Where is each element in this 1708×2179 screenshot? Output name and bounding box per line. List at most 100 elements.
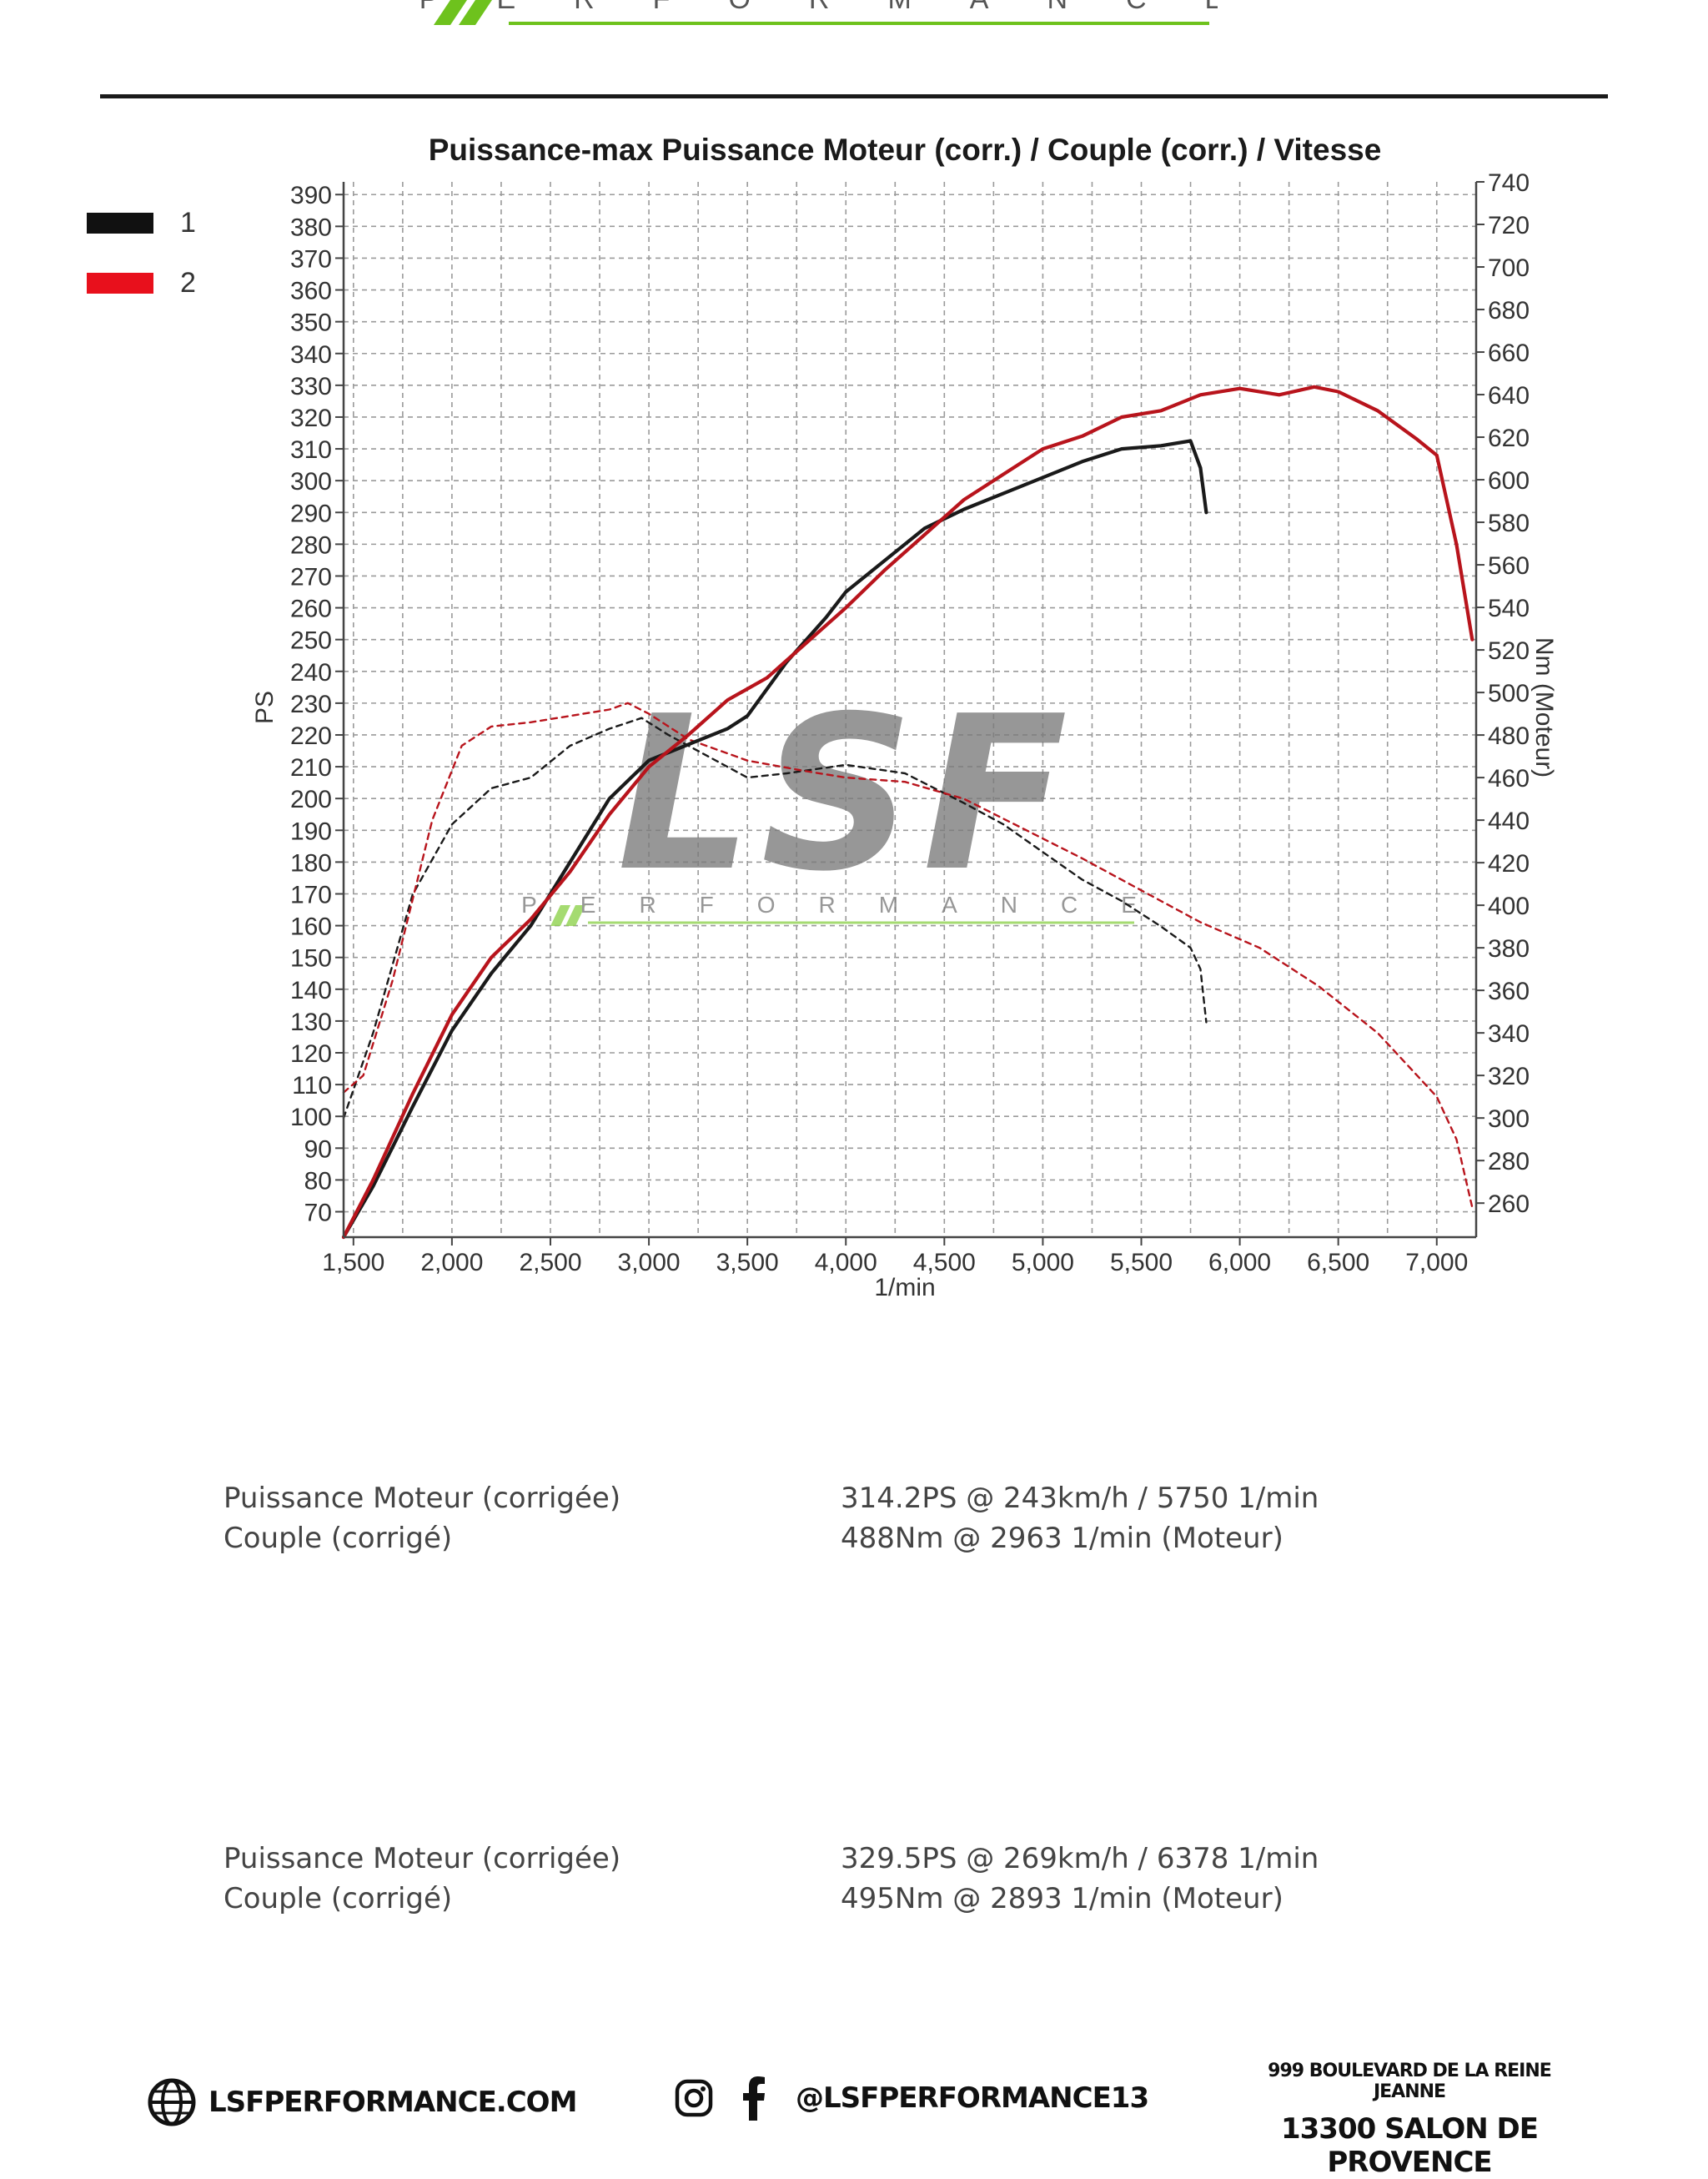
y-right-tick-label: 440	[1488, 808, 1530, 835]
chart-grid	[344, 182, 1476, 1237]
y-left-tick-label: 130	[290, 1009, 332, 1036]
y-left-tick-label: 370	[290, 245, 332, 273]
y-left-tick-label: 290	[290, 500, 332, 527]
y-right-tick-label: 380	[1488, 935, 1530, 963]
legend-swatch-1	[87, 213, 153, 234]
footer: LSFPERFORMANCE.COM @LSFPERFORMANCE13 999…	[0, 2061, 1708, 2179]
y-left-tick-label: 280	[290, 531, 332, 559]
result-1-power-value: 314.2PS @ 243km/h / 5750 1/min	[841, 1482, 1319, 1515]
y-right-tick-label: 660	[1488, 340, 1530, 367]
y-left-tick-label: 210	[290, 754, 332, 782]
x-tick-label: 6,000	[1208, 1249, 1271, 1276]
x-tick-label: 3,500	[716, 1249, 779, 1276]
x-tick-label: 5,500	[1110, 1249, 1173, 1276]
y-left-tick-label: 220	[290, 722, 332, 750]
result-1-torque-value: 488Nm @ 2963 1/min (Moteur)	[841, 1522, 1284, 1555]
result-2-power-row: Puissance Moteur (corrigée) 329.5PS @ 26…	[224, 1839, 1391, 1879]
legend-item-2: 2	[87, 267, 196, 299]
facebook-icon[interactable]	[737, 2076, 771, 2121]
dyno-chart: Puissance-max Puissance Moteur (corr.) /…	[251, 133, 1558, 1301]
footer-website[interactable]: LSFPERFORMANCE.COM	[147, 2077, 577, 2127]
y-right-tick-label: 520	[1488, 637, 1530, 665]
legend-label-2: 2	[180, 267, 196, 299]
y-left-tick-label: 160	[290, 913, 332, 941]
y-left-tick-label: 320	[290, 405, 332, 432]
y-left-tick-label: 70	[304, 1200, 332, 1227]
logo-top-tagline: PERFORMANCE	[419, 0, 1218, 15]
series-torque-1	[342, 717, 1208, 1120]
chart-title: Puissance-max Puissance Moteur (corr.) /…	[429, 133, 1382, 167]
y-left-tick-label: 150	[290, 945, 332, 973]
lsf-watermark: LSF PERFORMANCE	[521, 671, 1180, 926]
result-2-torque-value: 495Nm @ 2893 1/min (Moteur)	[841, 1882, 1284, 1915]
y-left-tick-label: 140	[290, 977, 332, 1004]
y-right-tick-label: 360	[1488, 978, 1530, 1005]
legend-swatch-2	[87, 273, 153, 294]
x-axis-label: 1/min	[874, 1274, 935, 1301]
y-left-tick-label: 100	[290, 1104, 332, 1131]
result-block-1: Puissance Moteur (corrigée) 314.2PS @ 24…	[224, 1478, 1391, 1558]
y-left-tick-label: 240	[290, 659, 332, 687]
y-right-tick-label: 680	[1488, 297, 1530, 325]
y-left-tick-label: 350	[290, 309, 332, 337]
logo-stripe-2	[459, 0, 492, 25]
y-left-tick-label: 170	[290, 881, 332, 908]
result-2-power-value: 329.5PS @ 269km/h / 6378 1/min	[841, 1842, 1319, 1875]
y-left-tick-label: 340	[290, 341, 332, 369]
y-right-tick-label: 560	[1488, 552, 1530, 580]
y-right-tick-label: 580	[1488, 510, 1530, 537]
y-right-tick-label: 300	[1488, 1105, 1530, 1133]
result-2-torque-row: Couple (corrigé) 495Nm @ 2893 1/min (Mot…	[224, 1879, 1391, 1919]
y-left-tick-label: 310	[290, 436, 332, 464]
y-left-tick-label: 390	[290, 182, 332, 209]
y-right-tick-label: 280	[1488, 1148, 1530, 1175]
footer-address: 999 BOULEVARD DE LA REINE JEANNE 13300 S…	[1234, 2061, 1585, 2179]
x-tick-label: 4,000	[815, 1249, 877, 1276]
y-right-tick-label: 500	[1488, 680, 1530, 707]
footer-website-text[interactable]: LSFPERFORMANCE.COM	[208, 2086, 577, 2119]
result-1-power-row: Puissance Moteur (corrigée) 314.2PS @ 24…	[224, 1478, 1391, 1518]
watermark-tagline: PERFORMANCE	[521, 892, 1180, 918]
result-block-2: Puissance Moteur (corrigée) 329.5PS @ 26…	[224, 1839, 1391, 1919]
footer-address-line2: 13300 SALON DE PROVENCE	[1280, 2112, 1539, 2179]
y-right-tick-label: 620	[1488, 425, 1530, 452]
result-2-torque-label: Couple (corrigé)	[224, 1882, 453, 1915]
y-right-tick-label: 740	[1488, 169, 1530, 197]
y-right-tick-label: 320	[1488, 1063, 1530, 1090]
y-left-tick-label: 330	[290, 373, 332, 400]
legend-item-1: 1	[87, 207, 196, 239]
y-right-tick-label: 400	[1488, 893, 1530, 920]
x-tick-label: 5,000	[1012, 1249, 1074, 1276]
globe-icon	[148, 2078, 196, 2126]
y-right-tick-label: 700	[1488, 254, 1530, 282]
chart-axes: 70 80 90 100 110 120 130 140 150 160 170 180 190 200 2…	[290, 169, 1530, 1276]
lsf-logo-top: PERFORMANCE	[419, 0, 1218, 25]
x-tick-label: 7,000	[1405, 1249, 1468, 1276]
y-right-tick-label: 600	[1488, 467, 1530, 495]
footer-social[interactable]: @LSFPERFORMANCE13	[674, 2076, 1149, 2121]
result-1-power-label: Puissance Moteur (corrigée)	[224, 1482, 621, 1515]
y-right-tick-label: 720	[1488, 212, 1530, 239]
logo-stripe-1	[434, 0, 467, 25]
y-left-tick-label: 190	[290, 818, 332, 845]
instagram-icon[interactable]	[674, 2078, 714, 2118]
x-tick-label: 2,000	[420, 1249, 483, 1276]
x-tick-label: 4,500	[913, 1249, 976, 1276]
y-left-tick-label: 360	[290, 278, 332, 305]
footer-social-handle[interactable]: @LSFPERFORMANCE13	[796, 2081, 1149, 2115]
y-left-tick-label: 90	[304, 1135, 332, 1163]
y-left-tick-label: 260	[290, 596, 332, 623]
x-tick-label: 2,500	[519, 1249, 581, 1276]
x-tick-label: 1,500	[322, 1249, 384, 1276]
x-tick-label: 3,000	[618, 1249, 681, 1276]
header-rule	[100, 94, 1608, 98]
y-right-tick-label: 420	[1488, 850, 1530, 878]
y-left-tick-label: 230	[290, 691, 332, 718]
watermark-stripe-1	[550, 905, 570, 926]
y-right-tick-label: 340	[1488, 1020, 1530, 1048]
chart-series	[341, 385, 1474, 1240]
result-1-torque-label: Couple (corrigé)	[224, 1522, 453, 1555]
y-left-tick-label: 300	[290, 468, 332, 496]
y-left-tick-label: 80	[304, 1167, 332, 1195]
y-left-tick-label: 110	[292, 1072, 332, 1100]
